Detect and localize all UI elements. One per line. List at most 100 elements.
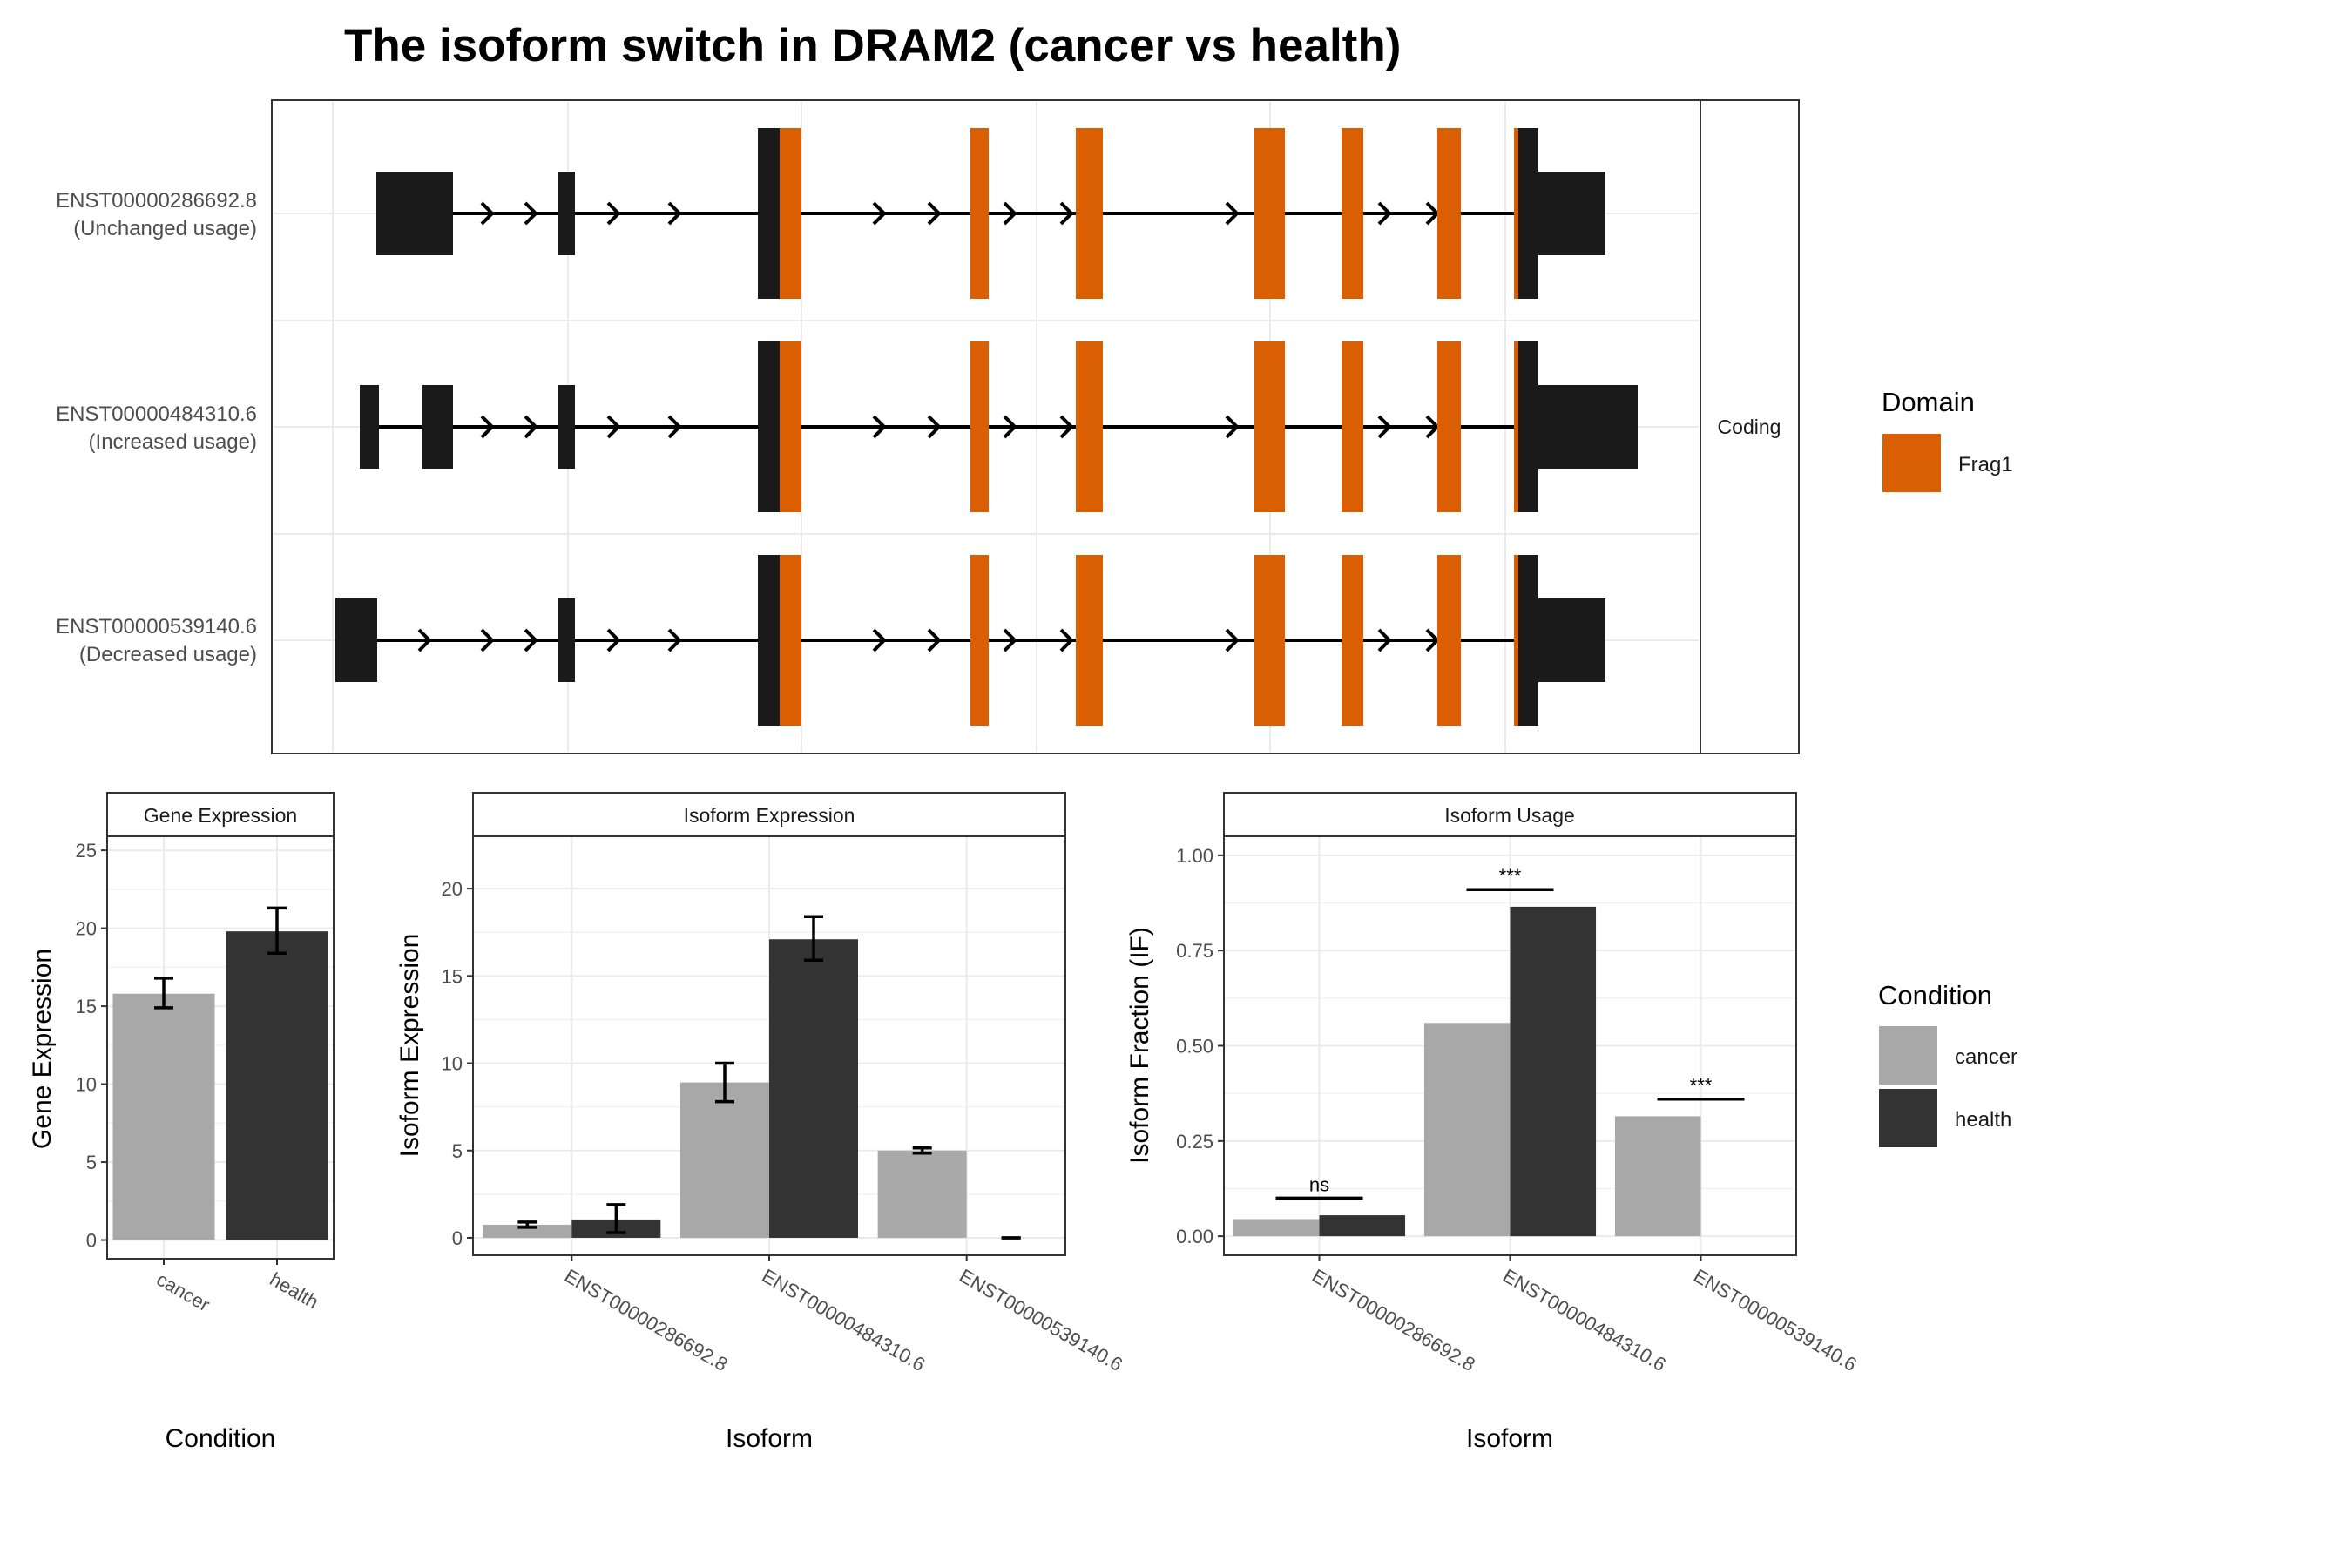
domain-exon-frag1 <box>1254 128 1285 299</box>
x-tick-label: ENST00000539140.6 <box>956 1265 1126 1375</box>
isoform-expression-x-title: Isoform <box>726 1424 813 1453</box>
strand-chevron <box>606 628 621 652</box>
domain-legend-label: Frag1 <box>1958 453 2013 476</box>
x-tick-label: ENST00000539140.6 <box>1690 1265 1861 1375</box>
domain-exon-frag1 <box>780 341 801 512</box>
domain-exon-frag1 <box>1076 555 1103 726</box>
domain-exon-frag1 <box>1342 341 1363 512</box>
facet-strip <box>1700 99 1800 754</box>
utr-exon <box>1538 598 1605 682</box>
isoform-usage-strip <box>1223 792 1797 837</box>
bar-cancer-1 <box>1423 1023 1511 1237</box>
strand-chevron <box>1225 628 1240 652</box>
bar-cancer-1 <box>680 1082 769 1238</box>
domain-exon-frag1 <box>780 555 801 726</box>
utr-exon <box>558 385 575 469</box>
strand-chevron <box>927 415 942 439</box>
isoform-usage-frame <box>1223 835 1797 1256</box>
bar-cancer-0 <box>112 993 215 1240</box>
domain-exon-frag1 <box>970 128 989 299</box>
domain-exon-frag1 <box>1254 341 1285 512</box>
strand-chevron <box>606 201 621 226</box>
x-tick-label: cancer <box>153 1268 214 1316</box>
structure-row-labels: ENST00000286692.8 (Unchanged usage) ENST… <box>56 189 257 666</box>
utr-exon <box>360 385 379 469</box>
utr-exon <box>558 172 575 255</box>
strand-chevron <box>417 628 432 652</box>
utr-exon <box>422 385 453 469</box>
gene-expression-x-title: Condition <box>166 1424 276 1453</box>
bar-cancer-2 <box>1614 1116 1701 1237</box>
domain-exon-frag1 <box>1076 128 1103 299</box>
gene-expression-strip-label: Gene Expression <box>144 804 297 827</box>
utr-exon <box>1538 385 1638 469</box>
transcript-track-1 <box>376 128 1605 299</box>
isoform-expression-plot: 0 5 10 15 20 ENST00000286692.8 ENST00000484310… <box>442 836 1126 1375</box>
significance-label: *** <box>1499 865 1522 887</box>
domain-exon-frag1 <box>1254 555 1285 726</box>
x-tick-label: ENST00000286692.8 <box>1308 1265 1479 1375</box>
strand-chevron <box>480 415 495 439</box>
domain-legend-title: Domain <box>1882 387 1975 417</box>
transcript-track-3 <box>335 555 1605 726</box>
strand-chevron <box>1003 415 1017 439</box>
strand-chevron <box>667 415 682 439</box>
isoform-3-usage-note: (Decreased usage) <box>79 643 257 666</box>
isoform-expression-frame <box>472 835 1066 1256</box>
bar-cancer-0 <box>483 1224 572 1238</box>
domain-exon-frag1 <box>1437 341 1461 512</box>
isoform-3-id: ENST00000539140.6 <box>56 615 257 639</box>
domain-exon-frag1 <box>780 128 801 299</box>
bar-health-1 <box>769 939 858 1238</box>
isoform-usage-x-title: Isoform <box>1466 1424 1553 1453</box>
strand-chevron <box>606 415 621 439</box>
strand-chevron <box>524 628 538 652</box>
coding-exon <box>758 128 780 299</box>
strand-chevron <box>1059 415 1074 439</box>
y-tick-label: 10 <box>442 1053 463 1075</box>
bar-health-1 <box>1510 906 1597 1237</box>
y-tick-label: 0.50 <box>1176 1036 1213 1058</box>
isoform-2-id: ENST00000484310.6 <box>56 402 257 426</box>
facet-strip-label: Coding <box>1718 416 1781 438</box>
y-tick-label: 20 <box>76 918 97 940</box>
domain-exon-frag1 <box>1437 128 1461 299</box>
y-tick-label: 0.00 <box>1176 1226 1213 1247</box>
utr-exon <box>335 598 377 682</box>
strand-chevron <box>1059 201 1074 226</box>
y-tick-label: 5 <box>86 1152 97 1173</box>
isoform-usage-strip-label: Isoform Usage <box>1444 804 1575 827</box>
y-tick-label: 0 <box>86 1230 97 1252</box>
strand-chevron <box>1377 201 1392 226</box>
isoform-expression-strip <box>472 792 1066 837</box>
gene-expression-y-title: Gene Expression <box>28 949 57 1149</box>
strand-chevron <box>1003 628 1017 652</box>
isoform-usage-y-title: Isoform Fraction (IF) <box>1125 927 1154 1164</box>
domain-legend-key <box>1882 434 1941 492</box>
y-tick-label: 5 <box>452 1140 463 1162</box>
significance-label: *** <box>1690 1075 1713 1097</box>
condition-legend: Condition cancer health <box>1878 980 2017 1147</box>
transcript-track-2 <box>360 341 1638 512</box>
gene-expression-frame <box>106 835 335 1260</box>
gene-expression-panel: Gene Expression 0 5 10 15 20 25 cancer health C… <box>28 792 335 1453</box>
utr-exon <box>558 598 575 682</box>
x-tick-label: ENST00000286692.8 <box>561 1265 732 1375</box>
domain-exon-frag1 <box>1342 555 1363 726</box>
condition-legend-title: Condition <box>1878 980 1992 1010</box>
y-tick-label: 25 <box>76 840 97 862</box>
condition-legend-label-cancer: cancer <box>1955 1045 2017 1069</box>
strand-chevron <box>1059 628 1074 652</box>
utr-exon <box>376 172 453 255</box>
strand-chevron <box>927 628 942 652</box>
domain-exon-frag1 <box>1342 128 1363 299</box>
isoform-1-usage-note: (Unchanged usage) <box>73 217 257 240</box>
x-tick-label: ENST00000484310.6 <box>759 1265 929 1375</box>
strand-chevron <box>1003 201 1017 226</box>
y-tick-label: 1.00 <box>1176 845 1213 867</box>
strand-chevron <box>1225 415 1240 439</box>
strand-chevron <box>927 201 942 226</box>
strand-chevron <box>524 201 538 226</box>
bar-cancer-2 <box>877 1150 967 1238</box>
isoform-1-id: ENST00000286692.8 <box>56 189 257 213</box>
